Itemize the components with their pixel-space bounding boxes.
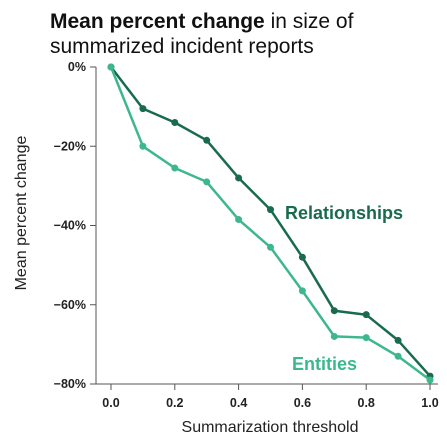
data-point-entities bbox=[298, 287, 306, 295]
data-point-entities bbox=[267, 243, 274, 251]
y-tick-label: −40% bbox=[54, 219, 86, 233]
data-point-entities bbox=[203, 178, 211, 186]
series-label-relationships: Relationships bbox=[285, 203, 403, 223]
data-point-relationships bbox=[203, 136, 211, 144]
data-point-relationships bbox=[362, 311, 370, 319]
x-tick-label: 0.2 bbox=[166, 396, 183, 410]
y-axis-ticks: 0% −20% −40% −60% −80% bbox=[54, 60, 96, 391]
chart-title-bold: Mean percent change bbox=[50, 10, 265, 33]
x-tick-label: 1.0 bbox=[421, 396, 438, 410]
y-tick-label: −80% bbox=[54, 377, 86, 391]
y-tick-label: −20% bbox=[54, 139, 86, 153]
data-point-entities bbox=[394, 352, 402, 360]
chart-title-rest: in size of bbox=[265, 10, 354, 33]
series-layer bbox=[107, 63, 434, 384]
data-point-relationships bbox=[235, 174, 243, 182]
series-relationships bbox=[107, 63, 434, 380]
y-tick-label: 0% bbox=[68, 60, 86, 74]
data-point-entities bbox=[171, 164, 179, 172]
data-point-entities bbox=[139, 142, 147, 150]
data-point-entities bbox=[235, 216, 243, 224]
series-line-entities bbox=[109, 66, 431, 382]
x-axis-label: Summarization threshold bbox=[182, 419, 359, 436]
data-point-relationships bbox=[139, 105, 147, 113]
x-axis-ticks: 0.0 0.2 0.4 0.6 0.8 1.0 bbox=[102, 384, 439, 410]
x-tick-label: 0.0 bbox=[102, 396, 119, 410]
data-point-relationships bbox=[330, 307, 338, 315]
data-point-entities bbox=[362, 334, 370, 342]
data-point-entities bbox=[330, 332, 338, 340]
data-point-entities bbox=[426, 376, 434, 384]
chart-subtitle: summarized incident reports bbox=[50, 35, 314, 58]
data-point-relationships bbox=[171, 118, 179, 126]
x-tick-label: 0.8 bbox=[358, 396, 375, 410]
chart-title: Mean percent change in size of bbox=[50, 10, 354, 33]
data-point-entities bbox=[107, 63, 115, 71]
y-axis-label: Mean percent change bbox=[13, 136, 30, 291]
data-point-relationships bbox=[298, 253, 306, 261]
series-label-entities: Entities bbox=[292, 354, 357, 374]
x-tick-label: 0.6 bbox=[294, 396, 311, 410]
series-entities bbox=[107, 63, 434, 384]
data-point-relationships bbox=[267, 206, 274, 214]
y-tick-label: −60% bbox=[54, 298, 86, 312]
x-tick-label: 0.4 bbox=[230, 396, 247, 410]
data-point-relationships bbox=[394, 336, 402, 344]
